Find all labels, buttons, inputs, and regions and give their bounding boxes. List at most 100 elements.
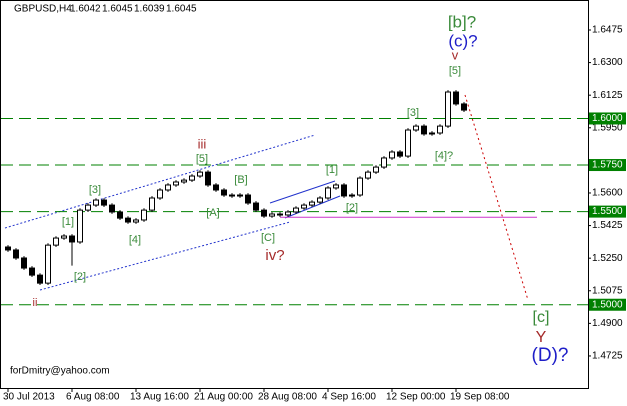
candle-body <box>389 151 395 159</box>
channel-upper <box>4 134 316 229</box>
wave-label: [B] <box>234 174 247 186</box>
wave-label: [2] <box>74 271 86 283</box>
candle-body <box>301 204 307 209</box>
wave-label: [3] <box>407 107 419 119</box>
level-label: 1.5500 <box>592 206 623 217</box>
wave-label: [c] <box>533 309 550 326</box>
candle-body <box>397 151 403 157</box>
candle-body <box>45 244 51 284</box>
wave-label: v <box>452 47 459 62</box>
candle-body <box>173 181 179 186</box>
candle-body <box>13 249 19 259</box>
projection-line <box>464 94 529 301</box>
level-label-box <box>589 159 626 172</box>
candle-body <box>221 189 227 196</box>
wave-label: (c)? <box>448 31 477 50</box>
wave-label: [4] <box>129 234 141 246</box>
wave-label: [C] <box>261 232 275 244</box>
candle-body <box>149 197 155 211</box>
wave-label: [5] <box>196 153 208 165</box>
level-label: 1.5000 <box>592 299 623 310</box>
y-tick-label: 1.5075 <box>592 285 623 296</box>
y-tick-label: 1.5950 <box>592 122 623 133</box>
candle-body <box>453 91 459 105</box>
candle-body <box>317 197 323 203</box>
candle-body <box>93 199 99 206</box>
candle-body <box>165 184 171 191</box>
candle-body <box>181 179 187 183</box>
candle-body <box>29 267 35 276</box>
level-label-box <box>589 112 626 125</box>
wave-label: [4]? <box>435 150 453 162</box>
candle-body <box>109 204 115 213</box>
candle-body <box>461 103 467 111</box>
candle-body <box>133 219 139 223</box>
wave-label: iii <box>198 136 207 151</box>
candle-body <box>381 157 387 168</box>
wave-label: ii <box>33 297 38 309</box>
candle-body <box>437 125 443 134</box>
candle-body <box>261 209 267 217</box>
wave-label: Y <box>536 329 547 346</box>
y-tick-label: 1.4900 <box>592 318 623 329</box>
chart-title: GBPUSD,H4 <box>14 4 72 15</box>
level-label: 1.6000 <box>592 113 623 124</box>
candle-body <box>77 209 83 243</box>
candle-body <box>285 211 291 216</box>
candle-body <box>157 189 163 199</box>
candle-body <box>309 201 315 206</box>
wave-label: [5] <box>449 65 461 77</box>
candle-body <box>37 274 43 284</box>
candle-body <box>197 171 203 177</box>
y-tick-label: 1.6300 <box>592 57 623 68</box>
level-label: 1.5750 <box>592 160 623 171</box>
wave-label: [2] <box>346 202 358 214</box>
candle-body <box>101 199 107 206</box>
wave-label: [1] <box>326 164 338 176</box>
small-channel-lower <box>284 195 341 219</box>
channel-lower <box>39 221 291 291</box>
candle-body <box>357 177 363 196</box>
candle-body <box>21 257 27 269</box>
candle-body <box>253 202 259 211</box>
candle-body <box>413 125 419 131</box>
candle-body <box>333 184 339 189</box>
y-tick-label: 1.5250 <box>592 253 623 264</box>
candle-body <box>269 213 275 217</box>
header-value: 1.6045 <box>166 4 197 15</box>
x-tick-label: 30 Jul 2013 <box>3 392 55 403</box>
candle-body <box>349 194 355 197</box>
candle-body <box>85 204 91 211</box>
x-tick-label: 4 Sep 16:00 <box>322 392 376 403</box>
candle-body <box>341 184 347 197</box>
candle-body <box>117 211 123 219</box>
candle-body <box>325 187 331 199</box>
wave-label: iv? <box>265 247 284 264</box>
candle-body <box>61 235 67 239</box>
x-tick-label: 6 Aug 08:00 <box>66 392 120 403</box>
wave-label: [b]? <box>448 12 476 31</box>
level-label-box <box>589 298 626 311</box>
candle-body <box>429 132 435 135</box>
candle-body <box>237 194 243 197</box>
candle-body <box>205 171 211 186</box>
wave-label: [1] <box>62 216 74 228</box>
candle-body <box>229 194 235 197</box>
candle-body <box>293 207 299 213</box>
wave-label: [3] <box>89 184 101 196</box>
candle-body <box>277 213 283 216</box>
header-value: 1.6042 <box>70 4 101 15</box>
candle-body <box>189 175 195 181</box>
wave-label: (D)? <box>532 345 569 366</box>
x-tick-label: 21 Aug 00:00 <box>194 392 253 403</box>
x-tick-label: 13 Aug 16:00 <box>130 392 189 403</box>
level-label-box <box>589 205 626 218</box>
y-tick-label: 1.4725 <box>592 351 623 362</box>
x-tick-label: 19 Sep 08:00 <box>450 392 510 403</box>
x-tick-label: 28 Aug 08:00 <box>258 392 317 403</box>
wave-label: [A] <box>206 207 219 219</box>
candle-body <box>405 129 411 157</box>
candle-body <box>373 166 379 173</box>
candle-body <box>245 194 251 204</box>
